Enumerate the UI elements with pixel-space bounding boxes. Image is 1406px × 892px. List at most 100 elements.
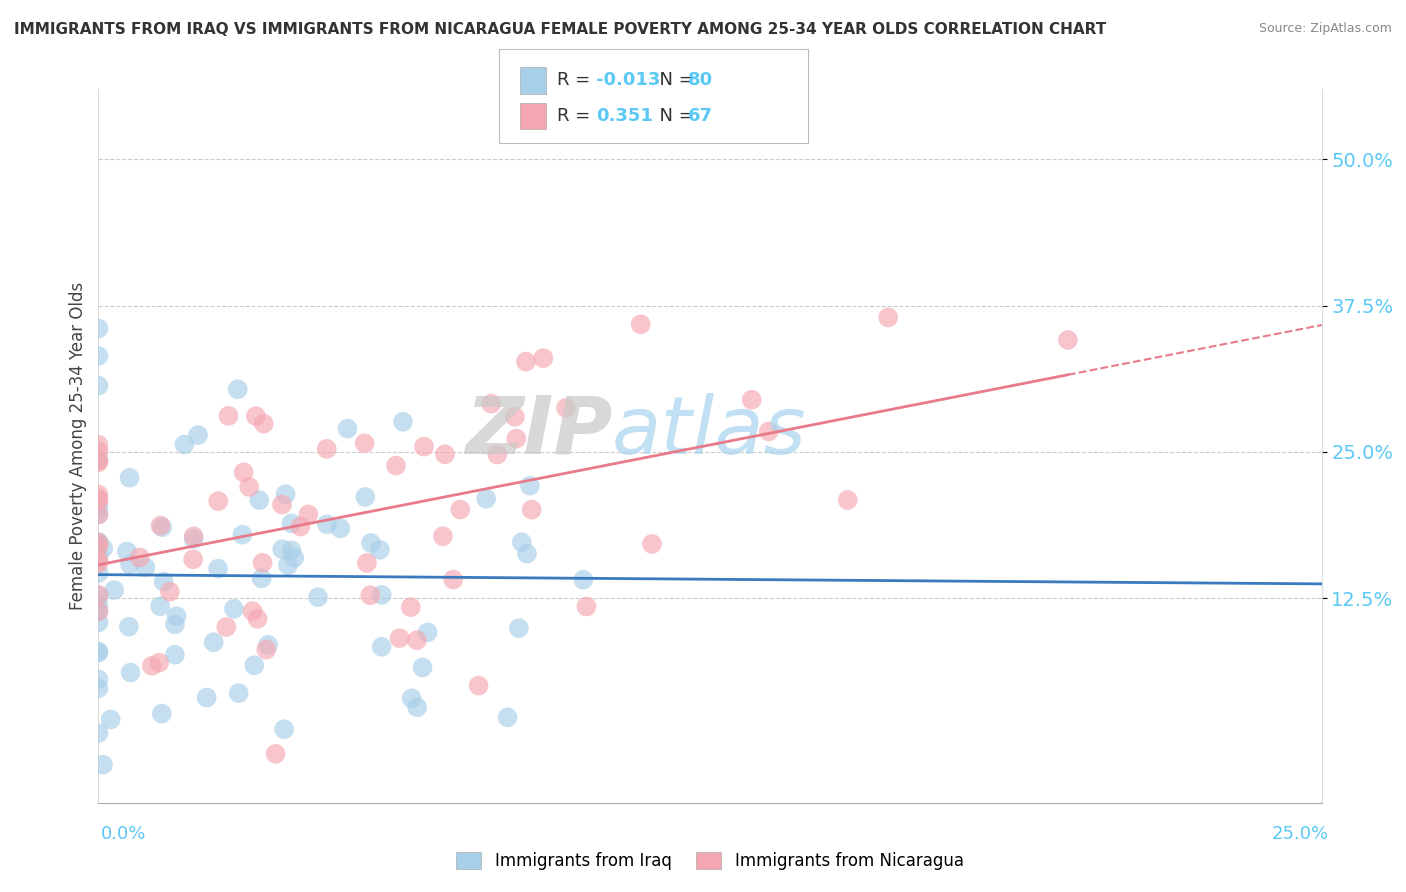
Point (354, 490, 377, 504)
Point (555, 401, 578, 415)
Point (496, 710, 519, 724)
Point (630, 318, 652, 332)
Point (87, 615, 110, 630)
Text: R =: R = (557, 107, 596, 125)
Point (87, 548, 110, 562)
Point (87, 454, 110, 468)
Point (87, 589, 110, 603)
Point (163, 648, 186, 662)
Point (87, 537, 110, 551)
Legend: Immigrants from Iraq, Immigrants from Nicaragua: Immigrants from Iraq, Immigrants from Ni… (450, 845, 970, 877)
Point (360, 536, 382, 550)
Point (202, 635, 225, 649)
Point (401, 691, 423, 706)
Point (406, 633, 429, 648)
Point (329, 521, 352, 535)
Point (127, 817, 149, 831)
Point (641, 537, 664, 551)
Point (359, 588, 381, 602)
Point (149, 599, 172, 614)
Point (416, 625, 439, 640)
Text: N =: N = (648, 107, 700, 125)
Point (575, 599, 598, 614)
Text: IMMIGRANTS FROM IRAQ VS IMMIGRANTS FROM NICARAGUA FEMALE POVERTY AMONG 25-34 YEA: IMMIGRANTS FROM IRAQ VS IMMIGRANTS FROM … (14, 22, 1107, 37)
Point (252, 556, 274, 570)
Point (242, 604, 264, 618)
Point (141, 658, 163, 673)
Point (353, 436, 375, 450)
Point (280, 543, 302, 558)
Point (508, 621, 530, 635)
Point (87, 494, 110, 508)
Point (274, 487, 297, 501)
Point (257, 638, 280, 652)
Text: 67: 67 (688, 107, 713, 125)
Point (87, 604, 110, 618)
Point (399, 600, 422, 615)
Point (531, 351, 554, 366)
Point (87, 588, 110, 602)
Point (479, 397, 502, 411)
Point (245, 409, 267, 424)
Point (243, 658, 266, 673)
Point (87, 681, 110, 696)
Point (150, 706, 173, 721)
Point (87, 491, 110, 506)
Point (215, 620, 238, 634)
Point (120, 665, 142, 680)
Point (283, 550, 305, 565)
Point (115, 544, 138, 558)
Point (152, 574, 174, 589)
Point (128, 550, 150, 565)
Point (195, 690, 218, 705)
Point (87, 537, 110, 551)
Point (412, 660, 434, 674)
Point (87, 604, 110, 618)
Text: ZIP: ZIP (465, 392, 612, 471)
Point (87, 349, 110, 363)
Point (253, 417, 276, 431)
Point (87, 378, 110, 392)
Point (87, 539, 110, 553)
Point (505, 432, 527, 446)
Text: 0.351: 0.351 (596, 107, 652, 125)
Point (741, 392, 763, 407)
Point (183, 529, 205, 543)
Point (246, 612, 269, 626)
Y-axis label: Female Poverty Among 25-34 Year Olds: Female Poverty Among 25-34 Year Olds (69, 282, 87, 610)
Point (368, 542, 391, 557)
Point (315, 442, 337, 456)
Point (238, 480, 260, 494)
Point (486, 448, 509, 462)
Point (247, 493, 270, 508)
Point (280, 516, 302, 531)
Text: Source: ZipAtlas.com: Source: ZipAtlas.com (1258, 22, 1392, 36)
Point (87, 557, 110, 571)
Point (441, 573, 464, 587)
Point (159, 584, 181, 599)
Point (187, 428, 209, 442)
Text: -0.013: -0.013 (596, 71, 661, 89)
Point (87, 452, 110, 467)
Point (87, 673, 110, 687)
Point (392, 415, 415, 429)
Point (232, 465, 254, 479)
Point (134, 560, 156, 574)
Point (87, 646, 110, 660)
Point (336, 421, 359, 435)
Point (519, 479, 541, 493)
Point (150, 520, 173, 534)
Point (434, 447, 457, 461)
Point (516, 547, 538, 561)
Point (166, 609, 188, 624)
Point (173, 437, 195, 451)
Point (87, 535, 110, 549)
Point (181, 552, 204, 566)
Point (228, 686, 250, 700)
Point (100, 713, 122, 727)
Point (183, 532, 205, 546)
Point (250, 571, 273, 585)
Point (87, 438, 110, 452)
Point (837, 493, 859, 508)
Point (87, 500, 110, 514)
